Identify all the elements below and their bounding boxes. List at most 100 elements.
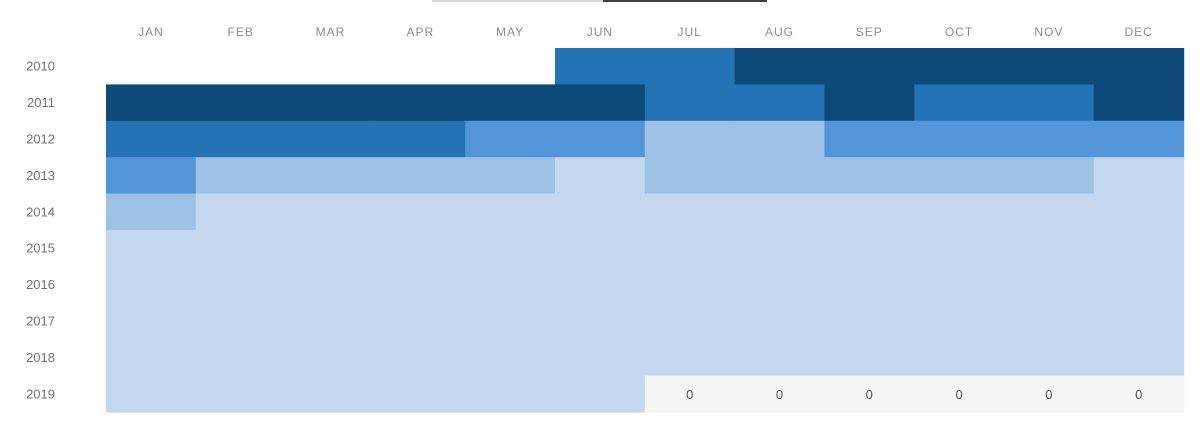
heatmap-cell-2012-mar[interactable] bbox=[285, 120, 376, 158]
heatmap-cell-2019-may[interactable] bbox=[465, 375, 556, 413]
heatmap-cell-2017-may[interactable] bbox=[465, 302, 556, 340]
heatmap-cell-2011-jul[interactable] bbox=[644, 84, 736, 122]
heatmap-cell-2012-jun[interactable] bbox=[555, 120, 646, 158]
heatmap-cell-2018-jan[interactable] bbox=[106, 339, 197, 377]
heatmap-cell-2017-dec[interactable] bbox=[1093, 302, 1185, 340]
heatmap-cell-2010-jun[interactable] bbox=[555, 48, 646, 85]
heatmap-cell-2015-oct[interactable] bbox=[914, 230, 1005, 267]
heatmap-cell-2012-jul[interactable] bbox=[644, 120, 736, 158]
heatmap-cell-2012-sep[interactable] bbox=[824, 120, 915, 158]
heatmap-cell-2016-jul[interactable] bbox=[644, 266, 736, 304]
heatmap-cell-2012-nov[interactable] bbox=[1004, 120, 1095, 158]
heatmap-cell-2015-feb[interactable] bbox=[195, 230, 287, 267]
heatmap-cell-2016-aug[interactable] bbox=[734, 266, 825, 304]
heatmap-cell-2015-mar[interactable] bbox=[285, 230, 376, 267]
heatmap-cell-2016-dec[interactable] bbox=[1093, 266, 1185, 304]
heatmap-cell-2016-jan[interactable] bbox=[106, 266, 197, 304]
heatmap-cell-2018-sep[interactable] bbox=[824, 339, 915, 377]
heatmap-cell-2010-oct[interactable] bbox=[914, 48, 1005, 85]
heatmap-cell-2011-nov[interactable] bbox=[1004, 84, 1095, 122]
heatmap-cell-2014-sep[interactable] bbox=[824, 193, 915, 231]
heatmap-cell-2018-dec[interactable] bbox=[1093, 339, 1185, 377]
heatmap-cell-2018-jun[interactable] bbox=[555, 339, 646, 377]
heatmap-cell-2017-nov[interactable] bbox=[1004, 302, 1095, 340]
heatmap-cell-2011-dec[interactable] bbox=[1093, 84, 1185, 122]
heatmap-cell-2016-mar[interactable] bbox=[285, 266, 376, 304]
heatmap-cell-2015-may[interactable] bbox=[465, 230, 556, 267]
heatmap-cell-2010-aug[interactable] bbox=[734, 48, 825, 85]
heatmap-cell-2017-jan[interactable] bbox=[106, 302, 197, 340]
heatmap-cell-2014-jun[interactable] bbox=[555, 193, 646, 231]
heatmap-cell-2019-nov[interactable] bbox=[1004, 375, 1095, 413]
heatmap-cell-2017-jul[interactable] bbox=[644, 302, 736, 340]
heatmap-cell-2012-apr[interactable] bbox=[375, 120, 466, 158]
heatmap-cell-2010-jul[interactable] bbox=[644, 48, 736, 85]
heatmap-cell-2014-dec[interactable] bbox=[1093, 193, 1185, 231]
heatmap-cell-2017-aug[interactable] bbox=[734, 302, 825, 340]
heatmap-cell-2012-aug[interactable] bbox=[734, 120, 825, 158]
heatmap-cell-2019-aug[interactable] bbox=[734, 375, 825, 413]
heatmap-cell-2016-jun[interactable] bbox=[555, 266, 646, 304]
heatmap-cell-2016-may[interactable] bbox=[465, 266, 556, 304]
heatmap-cell-2014-nov[interactable] bbox=[1004, 193, 1095, 231]
heatmap-cell-2011-apr[interactable] bbox=[375, 84, 466, 122]
heatmap-cell-2010-sep[interactable] bbox=[824, 48, 915, 85]
heatmap-cell-2017-sep[interactable] bbox=[824, 302, 915, 340]
view-toggle-left[interactable] bbox=[432, 0, 603, 2]
heatmap-cell-2016-feb[interactable] bbox=[195, 266, 287, 304]
heatmap-cell-2015-jul[interactable] bbox=[644, 230, 736, 267]
heatmap-cell-2018-apr[interactable] bbox=[375, 339, 466, 377]
heatmap-cell-2013-jan[interactable] bbox=[106, 157, 197, 195]
heatmap-cell-2018-may[interactable] bbox=[465, 339, 556, 377]
heatmap-cell-2017-oct[interactable] bbox=[914, 302, 1005, 340]
heatmap-cell-2015-apr[interactable] bbox=[375, 230, 466, 267]
heatmap-cell-2013-mar[interactable] bbox=[285, 157, 376, 195]
heatmap-cell-2014-feb[interactable] bbox=[195, 193, 287, 231]
heatmap-cell-2019-sep[interactable] bbox=[824, 375, 915, 413]
heatmap-cell-2017-feb[interactable] bbox=[195, 302, 287, 340]
heatmap-cell-2019-jul[interactable] bbox=[644, 375, 736, 413]
heatmap-cell-2012-feb[interactable] bbox=[195, 120, 287, 158]
heatmap-cell-2017-mar[interactable] bbox=[285, 302, 376, 340]
heatmap-cell-2013-aug[interactable] bbox=[734, 157, 825, 195]
heatmap-cell-2015-sep[interactable] bbox=[824, 230, 915, 267]
heatmap-cell-2019-apr[interactable] bbox=[375, 375, 466, 413]
heatmap-cell-2014-oct[interactable] bbox=[914, 193, 1005, 231]
heatmap-cell-2018-jul[interactable] bbox=[644, 339, 736, 377]
heatmap-cell-2019-feb[interactable] bbox=[195, 375, 287, 413]
heatmap-cell-2013-apr[interactable] bbox=[375, 157, 466, 195]
heatmap-cell-2012-oct[interactable] bbox=[914, 120, 1005, 158]
heatmap-cell-2015-aug[interactable] bbox=[734, 230, 825, 267]
heatmap-cell-2019-dec[interactable] bbox=[1093, 375, 1185, 413]
heatmap-cell-2019-mar[interactable] bbox=[285, 375, 376, 413]
heatmap-cell-2018-aug[interactable] bbox=[734, 339, 825, 377]
heatmap-cell-2011-aug[interactable] bbox=[734, 84, 825, 122]
heatmap-cell-2018-oct[interactable] bbox=[914, 339, 1005, 377]
heatmap-cell-2011-feb[interactable] bbox=[195, 84, 287, 122]
heatmap-cell-2012-may[interactable] bbox=[465, 120, 556, 158]
heatmap-cell-2019-jun[interactable] bbox=[555, 375, 646, 413]
heatmap-cell-2010-dec[interactable] bbox=[1093, 48, 1185, 85]
heatmap-cell-2013-nov[interactable] bbox=[1004, 157, 1095, 195]
heatmap-cell-2017-apr[interactable] bbox=[375, 302, 466, 340]
heatmap-cell-2013-oct[interactable] bbox=[914, 157, 1005, 195]
heatmap-cell-2013-may[interactable] bbox=[465, 157, 556, 195]
heatmap-cell-2010-nov[interactable] bbox=[1004, 48, 1095, 85]
heatmap-cell-2016-sep[interactable] bbox=[824, 266, 915, 304]
view-toggle-right[interactable] bbox=[603, 0, 767, 2]
heatmap-cell-2011-sep[interactable] bbox=[824, 84, 915, 122]
heatmap-cell-2014-apr[interactable] bbox=[375, 193, 466, 231]
heatmap-cell-2011-oct[interactable] bbox=[914, 84, 1005, 122]
heatmap-cell-2019-oct[interactable] bbox=[914, 375, 1005, 413]
heatmap-cell-2018-nov[interactable] bbox=[1004, 339, 1095, 377]
heatmap-cell-2016-nov[interactable] bbox=[1004, 266, 1095, 304]
heatmap-cell-2013-jul[interactable] bbox=[644, 157, 736, 195]
heatmap-cell-2011-jun[interactable] bbox=[555, 84, 646, 122]
heatmap-cell-2014-jan[interactable] bbox=[106, 193, 197, 231]
heatmap-cell-2018-feb[interactable] bbox=[195, 339, 287, 377]
heatmap-cell-2014-may[interactable] bbox=[465, 193, 556, 231]
heatmap-cell-2016-oct[interactable] bbox=[914, 266, 1005, 304]
heatmap-cell-2014-mar[interactable] bbox=[285, 193, 376, 231]
heatmap-cell-2018-mar[interactable] bbox=[285, 339, 376, 377]
heatmap-cell-2017-jun[interactable] bbox=[555, 302, 646, 340]
